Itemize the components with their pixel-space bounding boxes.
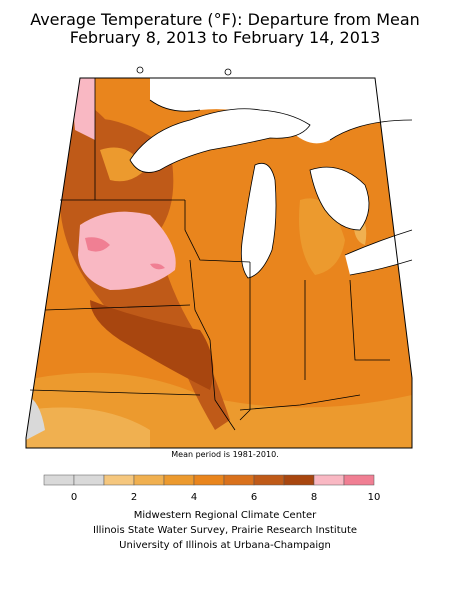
map-date-range: February 8, 2013 to February 14, 2013 xyxy=(69,28,381,47)
legend-tick-label: 2 xyxy=(131,492,137,503)
legend-swatch xyxy=(253,474,285,486)
credit-uiuc: University of Illinois at Urbana-Champai… xyxy=(119,540,331,551)
legend-swatch xyxy=(133,474,165,486)
legend-tick-label: 8 xyxy=(311,492,317,503)
legend-swatch xyxy=(223,474,255,486)
map-boundaries xyxy=(25,66,413,449)
legend-ticks: 0 2 4 6 8 10 xyxy=(71,492,381,503)
legend-swatches xyxy=(43,474,375,486)
credit-mrcc: Midwestern Regional Climate Center xyxy=(133,510,317,521)
legend-swatch xyxy=(43,474,75,486)
credit-isws: Illinois State Water Survey, Prairie Res… xyxy=(92,525,358,536)
temperature-departure-map xyxy=(25,66,413,449)
legend-tick-label: 4 xyxy=(191,492,197,503)
map-title: Average Temperature (°F): Departure from… xyxy=(30,10,420,29)
legend-swatch xyxy=(283,474,315,486)
legend-tick-label: 10 xyxy=(368,492,381,503)
legend-swatch xyxy=(103,474,135,486)
mean-period-note: Mean period is 1981-2010. xyxy=(171,450,279,459)
legend-swatch xyxy=(343,474,375,486)
legend-swatch xyxy=(73,474,105,486)
legend-swatch xyxy=(163,474,195,486)
color-legend: 0 2 4 6 8 10 xyxy=(43,474,381,503)
legend-tick-label: 6 xyxy=(251,492,257,503)
legend-swatch xyxy=(313,474,345,486)
legend-swatch xyxy=(193,474,225,486)
legend-tick-label: 0 xyxy=(71,492,77,503)
